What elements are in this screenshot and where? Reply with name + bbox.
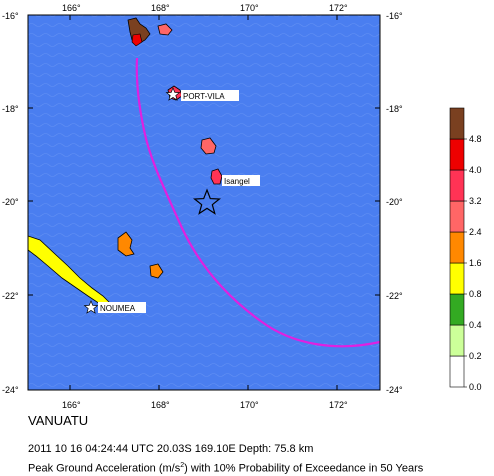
malo-island (157, 23, 173, 36)
lat-tick-right-16: -16° (386, 11, 403, 21)
city-label-isangel: Isangel (224, 177, 250, 186)
map-frame (27, 14, 381, 391)
lat-tick-left-20: -20° (2, 197, 19, 207)
subtitle-superscript: 2 (180, 462, 185, 469)
legend-swatch (449, 169, 465, 202)
city-noumea[interactable]: NOUMEA (83, 300, 147, 314)
lat-tick-right-24: -24° (386, 385, 403, 395)
legend-swatch (449, 355, 465, 388)
legend-label: 0.2 (469, 351, 482, 361)
legend-label: 4.0 (469, 165, 482, 175)
subtitle-prefix: Peak Ground Acceleration (m/s (28, 462, 181, 475)
trench-line (135, 57, 380, 348)
legend-swatch (449, 200, 465, 233)
legend-swatch (449, 138, 465, 171)
lat-tick-left-16: -16° (2, 11, 19, 21)
legend-label: 0.0 (469, 382, 482, 392)
legend-swatch (449, 262, 465, 295)
map-subtitle: Peak Ground Acceleration (m/s2) with 10%… (28, 462, 423, 475)
lon-tick-bottom-170: 170° (240, 400, 259, 410)
legend-swatch (449, 293, 465, 326)
legend-label: 0.8 (469, 289, 482, 299)
star-icon (83, 300, 99, 314)
city-isangel[interactable]: Isangel (222, 175, 260, 186)
legend-label: 4.8 (469, 134, 482, 144)
lon-tick-top-166: 166° (62, 3, 81, 13)
mare-island (149, 263, 164, 279)
lat-tick-left-24: -24° (2, 385, 19, 395)
lat-tick-right-18: -18° (386, 104, 403, 114)
city-label-noumea: NOUMEA (100, 304, 136, 313)
santo-south (131, 33, 143, 47)
city-label-port-vila: PORT-VILA (183, 92, 225, 101)
tanna (210, 168, 223, 185)
ticks (28, 14, 380, 390)
legend-label: 1.6 (469, 258, 482, 268)
lat-tick-right-20: -20° (386, 197, 403, 207)
lat-tick-right-22: -22° (386, 291, 403, 301)
legend-swatch (449, 107, 465, 140)
star-icon (165, 87, 181, 101)
lon-tick-bottom-166: 166° (62, 400, 81, 410)
erromango (200, 137, 217, 155)
lat-tick-left-18: -18° (2, 104, 19, 114)
legend-swatch (449, 231, 465, 264)
lon-tick-bottom-168: 168° (151, 400, 170, 410)
lon-tick-top-168: 168° (151, 3, 170, 13)
pga-legend: 0.0 0.2 0.4 0.8 1.6 2.4 3.2 4.0 4.8 (449, 107, 482, 392)
city-port-vila[interactable]: PORT-VILA (165, 87, 240, 101)
epicenter-star-icon (192, 188, 222, 215)
lon-tick-top-172: 172° (329, 3, 348, 13)
legend-label: 2.4 (469, 227, 482, 237)
legend-label: 3.2 (469, 196, 482, 206)
event-info: 2011 10 16 04:24:44 UTC 20.03S 169.10E D… (28, 443, 314, 455)
legend-swatch (449, 324, 465, 357)
lat-tick-left-22: -22° (2, 291, 19, 301)
region-title: VANUATU (28, 413, 89, 428)
subtitle-suffix: ) with 10% Probability of Exceedance in … (184, 462, 424, 475)
lon-tick-bottom-172: 172° (329, 400, 348, 410)
lifou-island (117, 231, 135, 257)
legend-label: 0.4 (469, 320, 482, 330)
lon-tick-top-170: 170° (240, 3, 259, 13)
ocean-texture (28, 15, 380, 390)
